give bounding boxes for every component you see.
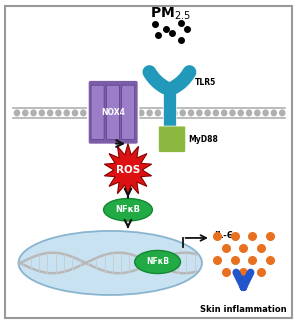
FancyBboxPatch shape (158, 126, 186, 152)
Ellipse shape (105, 109, 112, 117)
Ellipse shape (271, 109, 277, 117)
Ellipse shape (88, 109, 95, 117)
Ellipse shape (121, 109, 128, 117)
Text: NFκB: NFκB (146, 258, 169, 267)
FancyBboxPatch shape (122, 85, 135, 139)
Ellipse shape (113, 109, 120, 117)
Ellipse shape (146, 109, 153, 117)
Text: MyD88: MyD88 (188, 135, 218, 144)
Ellipse shape (163, 109, 170, 117)
Ellipse shape (30, 109, 37, 117)
FancyArrow shape (163, 84, 176, 132)
Ellipse shape (196, 109, 203, 117)
Ellipse shape (204, 109, 211, 117)
Ellipse shape (130, 109, 136, 117)
Ellipse shape (19, 231, 202, 295)
Ellipse shape (254, 109, 261, 117)
Text: Skin inflammation: Skin inflammation (200, 305, 287, 314)
Ellipse shape (39, 109, 45, 117)
Ellipse shape (97, 109, 103, 117)
Text: TLR5: TLR5 (195, 78, 216, 87)
Ellipse shape (63, 109, 70, 117)
Polygon shape (104, 144, 152, 196)
Ellipse shape (155, 109, 161, 117)
Text: NOX4: NOX4 (101, 108, 125, 117)
Ellipse shape (80, 109, 86, 117)
FancyBboxPatch shape (91, 85, 104, 139)
Text: ROS: ROS (116, 165, 140, 175)
Ellipse shape (179, 109, 186, 117)
Ellipse shape (135, 251, 181, 273)
Text: NFκB: NFκB (115, 205, 141, 214)
Ellipse shape (188, 109, 194, 117)
Ellipse shape (246, 109, 252, 117)
Ellipse shape (221, 109, 228, 117)
Ellipse shape (138, 109, 144, 117)
Ellipse shape (14, 109, 20, 117)
Ellipse shape (55, 109, 62, 117)
Text: IL-6: IL-6 (214, 231, 233, 240)
Ellipse shape (22, 109, 28, 117)
Ellipse shape (103, 198, 152, 221)
Ellipse shape (47, 109, 54, 117)
Ellipse shape (237, 109, 244, 117)
FancyBboxPatch shape (5, 5, 292, 318)
Ellipse shape (72, 109, 78, 117)
Ellipse shape (213, 109, 219, 117)
Ellipse shape (171, 109, 178, 117)
Ellipse shape (229, 109, 236, 117)
Text: $\mathbf{PM}_{2.5}$: $\mathbf{PM}_{2.5}$ (150, 5, 191, 22)
Ellipse shape (279, 109, 286, 117)
FancyBboxPatch shape (88, 80, 138, 145)
Ellipse shape (262, 109, 269, 117)
FancyBboxPatch shape (106, 85, 119, 139)
